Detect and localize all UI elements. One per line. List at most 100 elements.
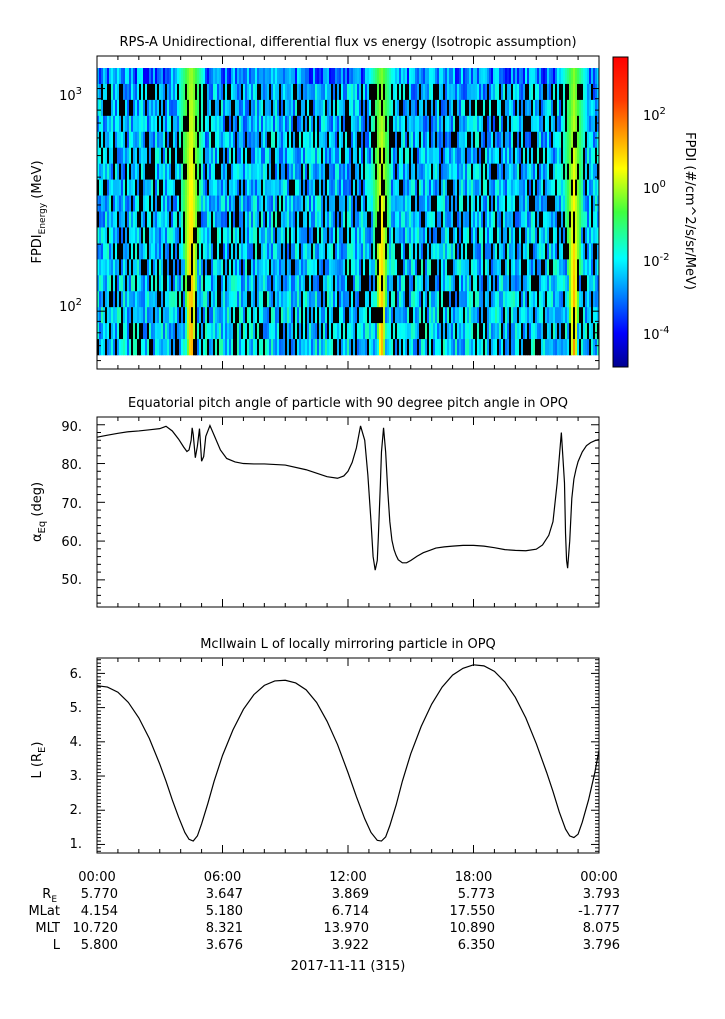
heatmap-cell (393, 275, 396, 292)
heatmap-cell (353, 163, 356, 180)
heatmap-cell (339, 83, 342, 101)
heatmap-cell (375, 243, 378, 260)
heatmap-cell (259, 307, 262, 324)
heatmap-cell (281, 291, 284, 308)
heatmap-cell (203, 115, 206, 133)
heatmap-cell (389, 243, 392, 260)
heatmap-cell (389, 227, 392, 244)
heatmap-cell (299, 211, 302, 228)
heatmap-cell (575, 115, 578, 133)
heatmap-cell (135, 291, 138, 308)
heatmap-cell (307, 163, 310, 180)
heatmap-cell (147, 68, 150, 85)
heatmap-cell (115, 115, 118, 133)
heatmap-cell (277, 307, 280, 324)
heatmap-cell (115, 211, 118, 228)
heatmap-cell (295, 227, 298, 244)
heatmap-cell (515, 195, 518, 212)
panel3-ytick-4: 4. (70, 735, 82, 750)
heatmap-cell (111, 68, 114, 85)
heatmap-cell (543, 195, 546, 212)
heatmap-cell (119, 99, 122, 117)
heatmap-cell (141, 115, 144, 133)
heatmap-cell (199, 211, 202, 228)
heatmap-cell (365, 68, 368, 85)
heatmap-cell (243, 339, 246, 356)
heatmap-cell (187, 307, 190, 324)
heatmap-cell (267, 259, 270, 276)
heatmap-cell (441, 291, 444, 308)
heatmap-cell (357, 115, 360, 133)
heatmap-cell (401, 83, 404, 101)
heatmap-cell (321, 147, 324, 164)
heatmap-cell (281, 68, 284, 85)
heatmap-cell (265, 83, 268, 101)
heatmap-cell (227, 211, 230, 228)
heatmap-cell (441, 275, 444, 292)
heatmap-cell (479, 68, 482, 85)
heatmap-cell (277, 275, 280, 292)
heatmap-cell (273, 115, 276, 133)
heatmap-cell (467, 99, 470, 117)
heatmap-cell (289, 131, 292, 149)
heatmap-cell (449, 291, 452, 308)
heatmap-cell (331, 243, 334, 260)
heatmap-cell (257, 99, 260, 117)
heatmap-cell (231, 68, 234, 85)
heatmap-cell (407, 83, 410, 101)
heatmap-cell (217, 83, 220, 101)
heatmap-cell (119, 147, 122, 164)
heatmap-cell (321, 163, 324, 180)
heatmap-cell (115, 68, 118, 85)
heatmap-cell (581, 307, 584, 324)
heatmap-cell (119, 259, 122, 276)
heatmap-cell (551, 259, 554, 276)
heatmap-cell (529, 68, 532, 85)
heatmap-cell (227, 275, 230, 292)
heatmap-cell (371, 83, 374, 101)
heatmap-cell (413, 83, 416, 101)
heatmap-cell (595, 307, 598, 324)
heatmap-cell (297, 115, 300, 133)
heatmap-cell (497, 339, 500, 356)
heatmap-cell (497, 243, 500, 260)
heatmap-cell (345, 195, 348, 212)
heatmap-cell (199, 163, 202, 180)
heatmap-cell (389, 211, 392, 228)
heatmap-cell (547, 339, 550, 356)
heatmap-cell (193, 131, 196, 149)
heatmap-cell (471, 291, 474, 308)
heatmap-cell (177, 131, 180, 149)
heatmap-cell (187, 163, 190, 180)
heatmap-cell (389, 275, 392, 292)
heatmap-cell (119, 115, 122, 133)
heatmap-cell (407, 68, 410, 85)
heatmap-cell (449, 307, 452, 324)
heatmap-cell (97, 323, 100, 340)
heatmap-cell (473, 291, 476, 308)
heatmap-cell (569, 163, 572, 180)
heatmap-cell (503, 115, 506, 133)
heatmap-cell (385, 307, 388, 324)
heatmap-cell (373, 291, 376, 308)
heatmap-cell (193, 259, 196, 276)
heatmap-cell (305, 179, 308, 196)
heatmap-cell (477, 291, 480, 308)
heatmap-cell (331, 259, 334, 276)
heatmap-cell (541, 99, 544, 117)
heatmap-cell (395, 227, 398, 244)
heatmap-cell (507, 211, 510, 228)
heatmap-cell (581, 291, 584, 308)
heatmap-cell (355, 291, 358, 308)
heatmap-cell (481, 227, 484, 244)
heatmap-cell (195, 307, 198, 324)
heatmap-cell (191, 211, 194, 228)
heatmap-cell (365, 307, 368, 324)
heatmap-cell (255, 259, 258, 276)
heatmap-cell (585, 163, 588, 180)
heatmap-cell (113, 323, 116, 340)
heatmap-cell (259, 195, 262, 212)
heatmap-cell (245, 243, 248, 260)
heatmap-cell (349, 147, 352, 164)
heatmap-cell (597, 307, 600, 324)
